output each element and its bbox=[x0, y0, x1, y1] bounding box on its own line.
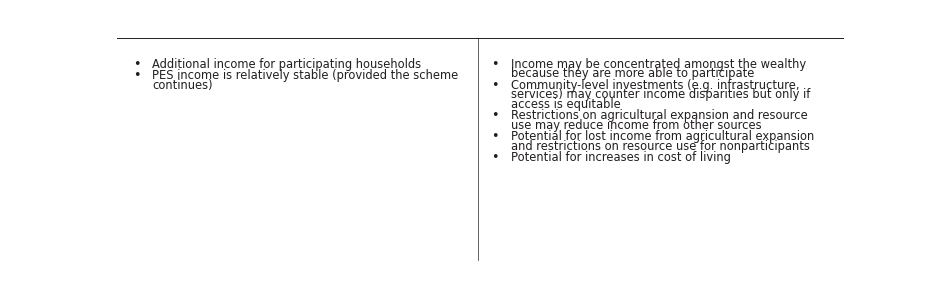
Text: Restrictions on agricultural expansion and resource: Restrictions on agricultural expansion a… bbox=[511, 110, 808, 122]
Text: because they are more able to participate: because they are more able to participat… bbox=[511, 67, 754, 81]
Text: access is equitable: access is equitable bbox=[511, 98, 621, 111]
Text: •: • bbox=[490, 79, 498, 91]
Text: •: • bbox=[133, 58, 140, 71]
Text: Additional income for participating households: Additional income for participating hous… bbox=[152, 58, 420, 71]
Text: PES income is relatively stable (provided the scheme: PES income is relatively stable (provide… bbox=[152, 69, 458, 81]
Text: •: • bbox=[133, 69, 140, 81]
Text: continues): continues) bbox=[152, 79, 212, 91]
Text: Income may be concentrated amongst the wealthy: Income may be concentrated amongst the w… bbox=[511, 58, 806, 71]
Text: Potential for lost income from agricultural expansion: Potential for lost income from agricultu… bbox=[511, 131, 813, 143]
Text: use may reduce income from other sources: use may reduce income from other sources bbox=[511, 119, 761, 132]
Text: •: • bbox=[490, 58, 498, 71]
Text: and restrictions on resource use for nonparticipants: and restrictions on resource use for non… bbox=[511, 140, 810, 153]
Text: Community-level investments (e.g. infrastructure,: Community-level investments (e.g. infras… bbox=[511, 79, 799, 91]
Text: Potential for increases in cost of living: Potential for increases in cost of livin… bbox=[511, 151, 730, 164]
Text: •: • bbox=[490, 151, 498, 164]
Text: services) may counter income disparities but only if: services) may counter income disparities… bbox=[511, 88, 810, 101]
Text: •: • bbox=[490, 110, 498, 122]
Text: •: • bbox=[490, 131, 498, 143]
